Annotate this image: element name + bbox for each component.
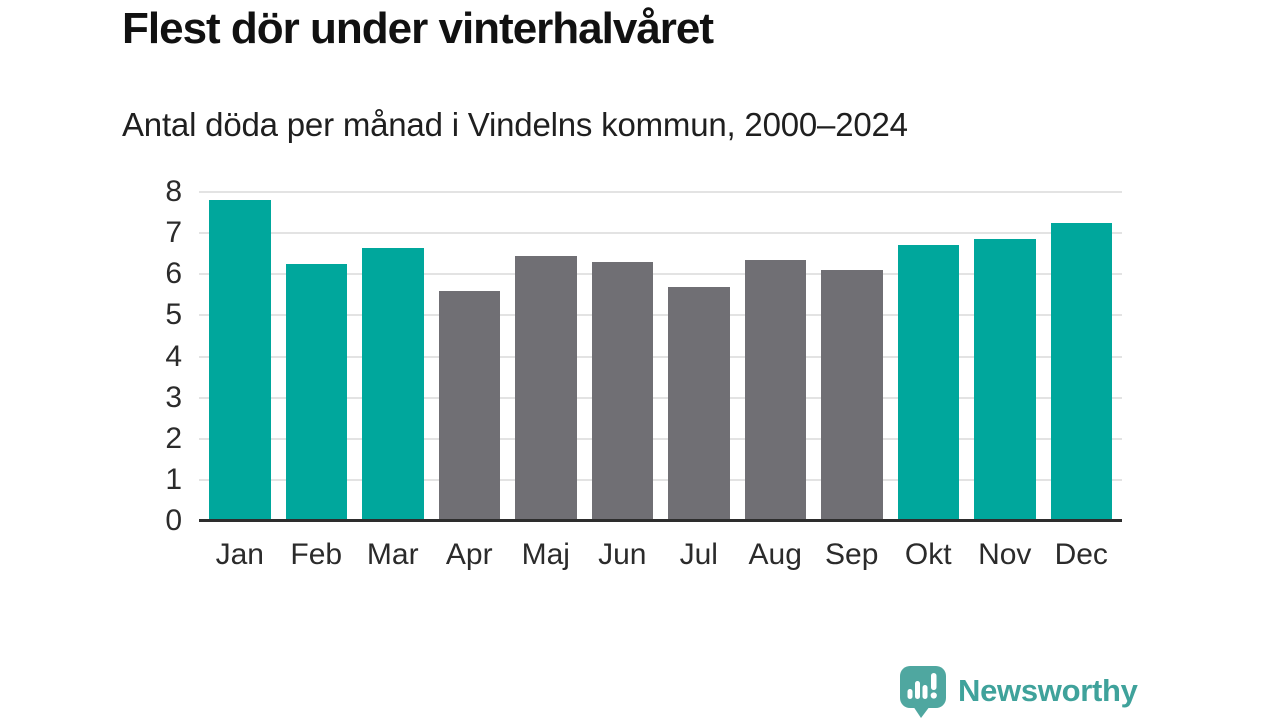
chart-title: Flest dör under vinterhalvåret [122,4,714,53]
brand-name: Newsworthy [958,672,1138,708]
mini-bar-chart [907,673,937,699]
x-tick-label-apr: Apr [445,538,493,571]
gridline-1 [199,478,1122,481]
y-tick-label-6: 6 [165,257,182,291]
x-axis-line [199,519,1122,522]
plot-area [199,191,1122,521]
bar-jan [209,200,271,521]
newsworthy-logo-icon [900,666,946,718]
bar-dec [1050,222,1112,521]
x-tick-label-okt: Okt [904,538,952,571]
x-tick-label-jan: Jan [215,538,264,571]
x-tick-label-sep: Sep [825,538,879,571]
bar-jul [668,286,730,521]
y-tick-label-0: 0 [165,504,182,537]
y-tick-label-1: 1 [165,462,182,496]
brand-footer: Newsworthy [897,663,1138,718]
bar-mar [362,247,424,521]
y-tick-label-5: 5 [165,298,182,332]
gridline-6 [199,273,1122,276]
gridline-7 [199,232,1122,235]
y-tick-label-4: 4 [165,339,182,373]
x-tick-label-aug: Aug [748,538,802,571]
bar-feb [285,263,347,521]
gridline-3 [199,396,1122,399]
y-tick-label-7: 7 [165,216,182,250]
x-tick-label-nov: Nov [978,538,1032,571]
y-tick-label-3: 3 [165,380,182,414]
gridline-8 [199,191,1122,193]
x-axis-labels: Jan Feb Mar Apr Maj Jun Jul Aug Sep Okt Nov Dec [199,538,1122,572]
bar-apr [438,290,500,521]
y-tick-label-8: 8 [165,175,182,208]
x-tick-label-mar: Mar [366,538,419,571]
bar-maj [515,255,577,521]
x-tick-label-dec: Dec [1054,538,1108,571]
bar-aug [744,259,806,521]
x-tick-label-maj: Maj [521,538,570,571]
gridline-2 [199,437,1122,440]
gridline-5 [199,314,1122,317]
bar-okt [897,245,959,521]
x-tick-label-feb: Feb [290,538,343,571]
x-tick-label-jul: Jul [679,538,718,571]
chart-subtitle: Antal döda per månad i Vindelns kommun, … [122,106,908,143]
bar-jun [591,261,653,521]
bar-nov [974,239,1036,521]
gridline-4 [199,355,1122,358]
bar-sep [821,270,883,521]
y-tick-label-2: 2 [165,421,182,455]
x-tick-label-jun: Jun [598,538,647,571]
